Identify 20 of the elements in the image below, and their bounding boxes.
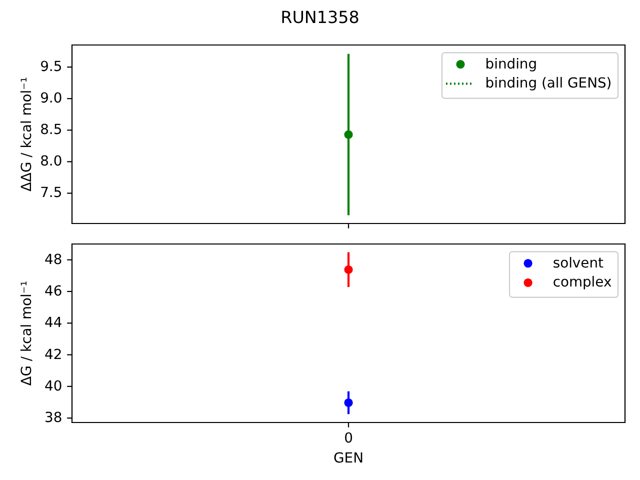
y-tick-label: 42	[44, 346, 62, 362]
chart-title: RUN1358	[280, 7, 360, 27]
y-axis-title: ΔΔG / kcal mol⁻¹	[19, 76, 35, 192]
y-tick-label: 40	[44, 378, 62, 394]
legend-label: binding (all GENS)	[485, 76, 612, 92]
y-tick-label: 8.5	[40, 122, 62, 138]
x-tick-label: 0	[344, 429, 353, 446]
y-axis-title: ΔG / kcal mol⁻¹	[19, 280, 35, 386]
y-tick-label: 38	[44, 410, 62, 426]
legend-label: complex	[552, 274, 612, 290]
x-axis-title: GEN	[334, 450, 364, 466]
legend-label: solvent	[552, 254, 604, 271]
y-tick-label: 9.5	[40, 59, 62, 76]
y-tick-label: 8.0	[40, 154, 62, 170]
y-tick-label: 9.0	[40, 90, 62, 107]
y-tick-label: 44	[44, 314, 62, 331]
y-tick-label: 48	[44, 251, 62, 268]
y-tick-label: 7.5	[40, 185, 62, 202]
y-tick-label: 46	[44, 282, 62, 299]
legend-label: binding	[485, 56, 538, 72]
